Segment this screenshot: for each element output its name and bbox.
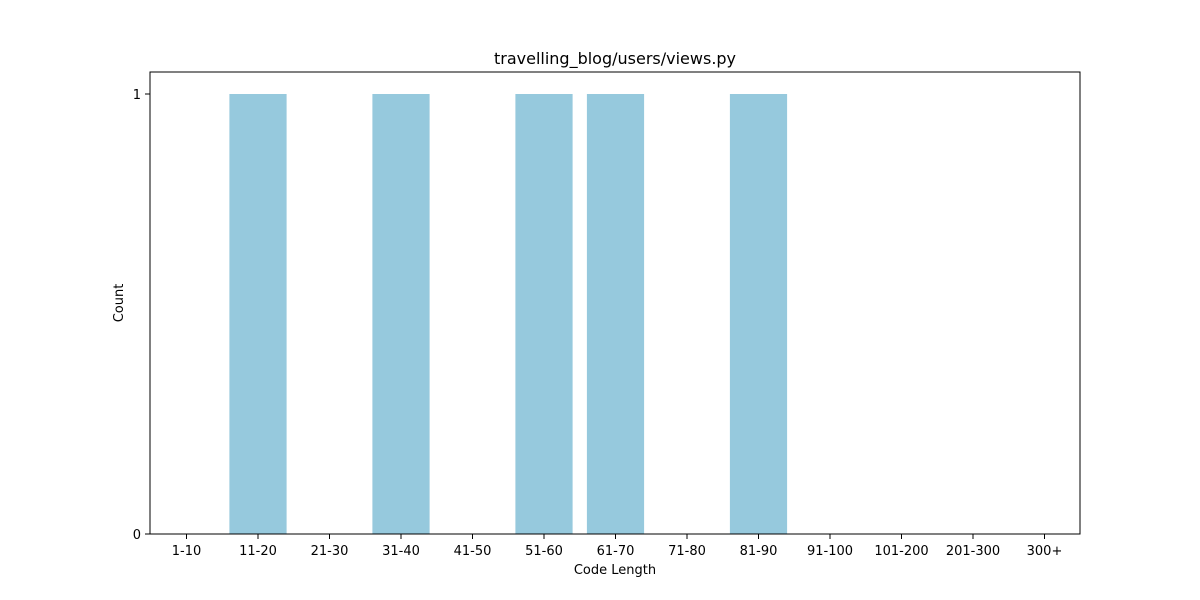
x-tick-label: 300+ (1027, 544, 1063, 559)
bar-61-70 (586, 94, 645, 534)
x-tick-label: 101-200 (874, 544, 928, 559)
bar-81-90 (729, 94, 788, 534)
x-tick-label: 71-80 (668, 544, 706, 559)
x-tick-label: 51-60 (525, 544, 563, 559)
chart-title: travelling_blog/users/views.py (494, 49, 736, 69)
x-tick-label: 81-90 (740, 544, 778, 559)
bar-51-60 (515, 94, 573, 534)
x-tick-label: 1-10 (172, 544, 202, 559)
x-tick-label: 91-100 (807, 544, 853, 559)
y-axis-label: Count (112, 284, 127, 323)
x-axis-label: Code Length (574, 563, 656, 578)
bars-layer (229, 94, 788, 534)
x-tick-label: 61-70 (597, 544, 635, 559)
x-tick-label: 11-20 (239, 544, 277, 559)
x-tick-label: 201-300 (946, 544, 1000, 559)
bar-11-20 (229, 94, 287, 534)
x-tick-label: 41-50 (454, 544, 492, 559)
y-tick-label: 1 (133, 88, 141, 103)
y-tick-label: 0 (133, 528, 141, 543)
x-tick-label: 31-40 (382, 544, 420, 559)
y-axis-ticks: 01 (133, 88, 150, 543)
x-axis-ticks: 1-10 11-20 21-30 31-40 41-50 51-60 61-70 71-80 8… (172, 534, 1063, 559)
bar-31-40 (372, 94, 430, 534)
x-tick-label: 21-30 (311, 544, 349, 559)
